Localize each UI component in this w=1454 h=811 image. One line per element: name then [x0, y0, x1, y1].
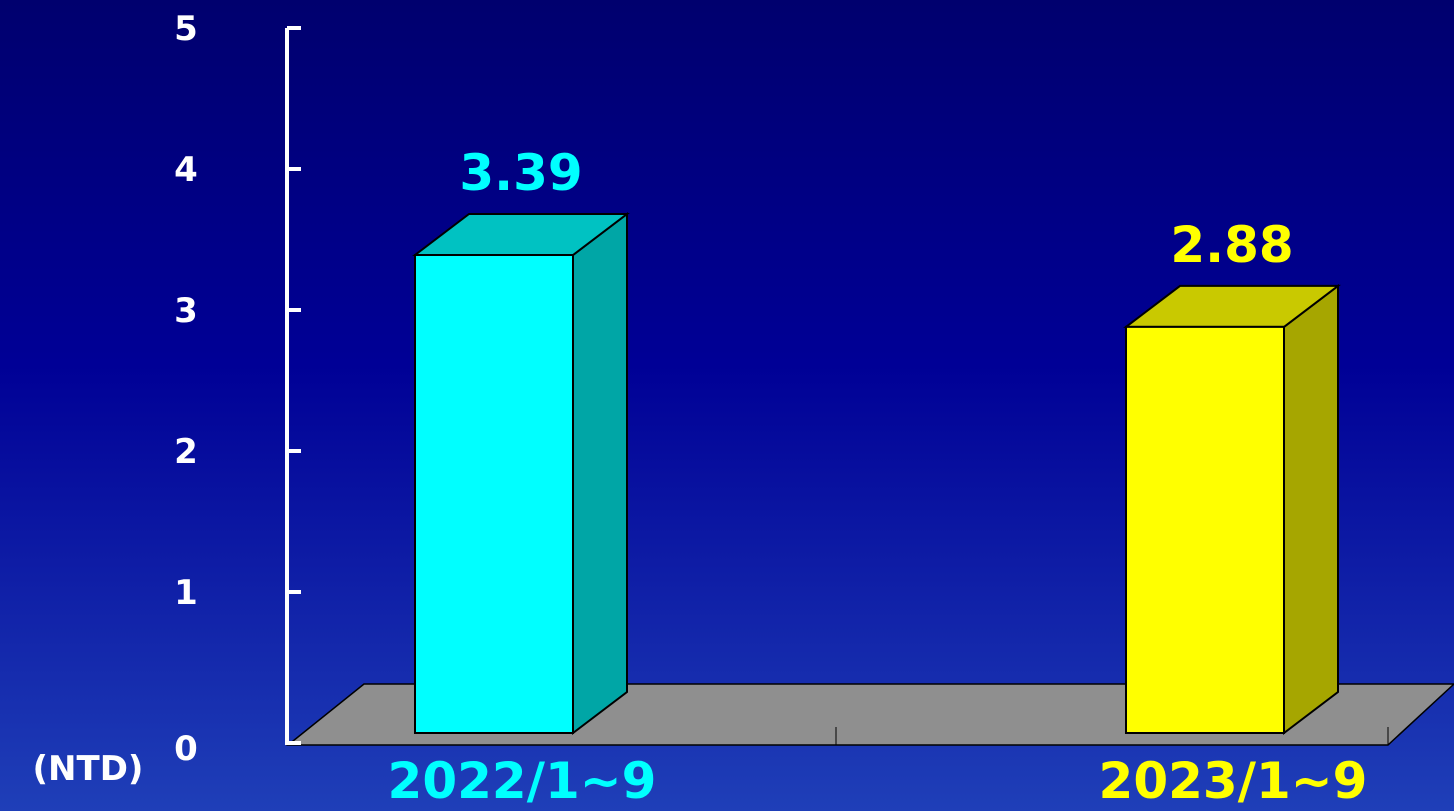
- y-tick-label: 3: [174, 291, 198, 331]
- bar-2022-side: [572, 211, 628, 736]
- y-axis-unit: (NTD): [33, 749, 144, 789]
- category-label-2022: 2022/1~9: [388, 752, 657, 810]
- y-tick-label: 0: [174, 729, 198, 769]
- bar-2023-side: [1283, 283, 1339, 736]
- y-tick-label: 1: [174, 573, 198, 613]
- data-label-2023: 2.88: [1170, 216, 1293, 274]
- y-tick-label: 2: [174, 432, 198, 472]
- y-tick-label: 5: [174, 9, 198, 49]
- bar-2022-front: [414, 254, 574, 734]
- y-axis: 0 1 2 3 4 5: [174, 9, 301, 769]
- bar-2023-front: [1125, 325, 1285, 734]
- data-label-2022: 3.39: [459, 144, 582, 202]
- category-label-2023: 2023/1~9: [1099, 752, 1368, 810]
- y-tick-label: 4: [174, 150, 198, 190]
